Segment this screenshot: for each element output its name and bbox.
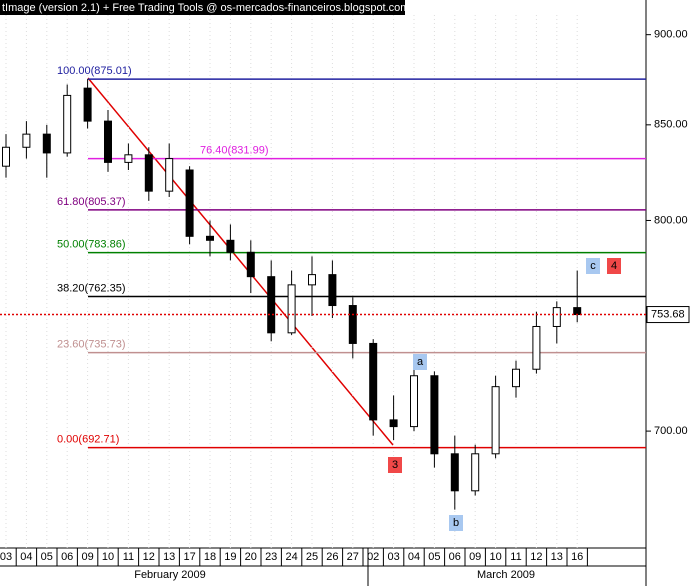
x-tick-label: 17 [183,551,195,563]
candle-body [83,87,92,122]
x-tick-label: 11 [123,551,134,563]
annotation-box [607,258,621,274]
x-tick-label: 11 [510,551,521,563]
candle-body [552,307,561,327]
candle-body [308,274,316,286]
x-tick-label: 04 [20,551,32,563]
annotation-box [586,258,600,274]
candle-body [471,453,480,492]
candle-body [410,375,418,428]
candle-body [450,453,459,492]
x-tick-label: 05 [41,551,53,563]
candle-body [104,120,112,163]
candle-body [246,251,255,278]
annotation-label: 4 [611,260,617,272]
title-bar [0,0,405,15]
candle-body [348,305,357,344]
annotation-label: a [417,356,424,368]
x-tick-label: 04 [408,551,420,563]
fib-label: 61.80(805.37) [57,196,126,208]
x-tick-label: 02 [367,551,379,563]
candle-body [369,342,378,421]
month-label: March 2009 [477,569,535,581]
candle-body [430,375,439,455]
last-price-label: 753.68 [651,308,685,320]
candle-body [206,235,214,241]
x-tick-label: 27 [347,551,359,563]
last-price-box [646,306,690,324]
chart-title: tImage (version 2.1) + Free Trading Tool… [2,2,409,14]
x-tick-label: 10 [102,551,114,563]
x-tick-label: 19 [224,551,236,563]
x-tick-label: 24 [285,551,297,563]
x-tick-label: 12 [530,551,542,563]
candle-body [22,133,31,148]
x-tick-label: 26 [326,551,338,563]
x-tick-label: 20 [245,551,257,563]
candle-body [389,419,398,428]
y-tick-label: 800.00 [654,214,688,226]
candle-body [328,274,337,307]
candle-body [124,154,133,163]
x-tick-label: 10 [489,551,501,563]
x-tick-label: 09 [469,551,481,563]
x-tick-label: 05 [428,551,440,563]
x-tick-label: 13 [551,551,563,563]
y-tick-label: 700.00 [654,425,688,437]
x-tick-label: 13 [163,551,175,563]
trend-line [87,77,394,446]
candle-body [491,386,500,455]
annotation-label: 3 [392,459,398,471]
fib-label: 50.00(783.86) [57,239,126,251]
candle-body [42,133,51,154]
x-tick-label: 03 [387,551,399,563]
x-tick-label: 18 [204,551,216,563]
candle-body [532,325,541,370]
x-tick-label: 06 [449,551,461,563]
x-tick-label: 03 [0,551,12,563]
candle-body [573,307,582,316]
fib-label: 76.40(831.99) [200,145,269,157]
candle-body [512,368,520,388]
candle-body [185,169,194,237]
candle-body [287,284,296,334]
x-tick-label: 12 [143,551,155,563]
fib-label: 38.20(762.35) [57,282,126,294]
x-tick-label: 06 [61,551,73,563]
y-tick-label: 900.00 [654,29,688,41]
x-tick-label: 25 [306,551,318,563]
month-label: February 2009 [134,569,206,581]
candle-body [144,154,153,192]
candle-body [165,158,174,192]
annotation-label: b [453,517,459,529]
candle-body [63,94,72,154]
candle-body [267,276,276,334]
candle-body [226,239,235,253]
fib-label: 0.00(692.71) [57,434,119,446]
annotation-box [413,354,427,370]
y-tick-label: 850.00 [654,119,688,131]
annotation-box [449,515,463,531]
fib-label: 23.60(735.73) [57,338,126,350]
x-tick-label: 16 [571,551,583,563]
annotation-label: c [590,260,596,272]
candle-body [2,146,10,167]
x-tick-label: 09 [81,551,93,563]
annotation-box [388,457,402,473]
fib-label: 100.00(875.01) [57,65,132,77]
x-tick-label: 23 [265,551,277,563]
